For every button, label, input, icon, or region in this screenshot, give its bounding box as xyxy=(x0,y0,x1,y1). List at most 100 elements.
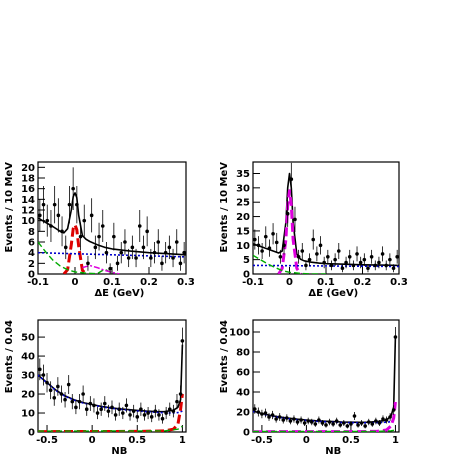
data-point xyxy=(49,224,53,228)
x-tick-label: 1 xyxy=(179,435,186,446)
x-tick-label: 0 xyxy=(89,435,96,446)
data-point xyxy=(342,421,346,425)
data-point xyxy=(142,413,147,417)
data-point xyxy=(106,409,111,413)
y-tick-label: 30 xyxy=(21,371,35,382)
data-point xyxy=(135,415,140,419)
data-point xyxy=(124,403,129,408)
x-tick-label: 0.2 xyxy=(140,277,158,288)
data-point xyxy=(104,250,109,255)
data-point xyxy=(256,243,261,248)
data-point xyxy=(349,422,353,426)
x-tick-label: 0.1 xyxy=(103,277,121,288)
data-point xyxy=(260,412,264,416)
data-point xyxy=(157,413,161,417)
x-tick-label: -0.1 xyxy=(27,277,49,288)
data-point xyxy=(102,401,107,406)
data-point xyxy=(78,234,83,239)
y-tick-label: 14 xyxy=(21,195,35,206)
data-point xyxy=(300,249,305,253)
data-point xyxy=(282,243,286,248)
data-point xyxy=(45,218,50,223)
data-point xyxy=(75,202,79,207)
x-tick-label: 0.2 xyxy=(354,277,372,288)
data-point xyxy=(295,420,300,424)
data-point xyxy=(358,260,363,265)
data-point xyxy=(175,399,179,404)
plot-frame xyxy=(37,319,187,433)
data-point xyxy=(63,397,67,402)
y-tick-label: 2 xyxy=(28,259,35,270)
fit-curve-signal xyxy=(62,223,88,274)
data-point xyxy=(63,245,68,250)
data-point xyxy=(331,422,335,426)
data-point xyxy=(277,415,282,419)
data-point xyxy=(52,202,57,207)
data-point xyxy=(270,413,275,417)
x-axis-label: ΔE (GeV) xyxy=(94,288,144,299)
data-point xyxy=(167,245,172,250)
fit-curve-dashed xyxy=(253,254,327,274)
y-tick-label: 30 xyxy=(236,183,250,194)
data-point xyxy=(99,407,103,412)
data-point xyxy=(134,256,138,260)
data-point xyxy=(299,418,303,422)
data-point xyxy=(388,257,392,262)
fit-curve-dotted xyxy=(38,251,186,258)
data-point xyxy=(86,261,90,266)
data-point xyxy=(289,177,294,182)
data-point xyxy=(160,261,164,266)
data-point xyxy=(263,234,268,239)
data-point xyxy=(256,410,261,414)
y-axis-label: Events / 10 MeV xyxy=(4,162,15,253)
data-point xyxy=(89,213,94,218)
plot-frame xyxy=(252,161,400,275)
data-point xyxy=(171,256,175,260)
x-tick-label: 0 xyxy=(286,277,293,288)
data-point xyxy=(71,186,75,191)
fit-curve-dotted xyxy=(38,374,183,414)
data-point xyxy=(373,263,378,268)
data-points xyxy=(252,327,398,429)
data-point xyxy=(393,335,398,339)
x-tick-label: 0.3 xyxy=(177,277,195,288)
fit-curves xyxy=(38,192,186,274)
data-point xyxy=(326,254,330,259)
data-point xyxy=(271,231,275,236)
data-point xyxy=(311,237,316,242)
data-point xyxy=(110,405,114,410)
data-point xyxy=(60,229,64,234)
data-point xyxy=(338,423,343,427)
data-point xyxy=(121,411,125,415)
y-tick-label: 10 xyxy=(21,216,35,227)
x-tick-label: 1 xyxy=(392,435,399,446)
y-tick-label: 25 xyxy=(236,198,250,209)
data-point xyxy=(41,202,46,207)
data-point xyxy=(334,419,339,423)
data-point xyxy=(97,234,101,239)
data-point xyxy=(274,240,279,245)
data-point xyxy=(137,224,142,228)
y-tick-label: 5 xyxy=(243,255,250,266)
fit-curve-dashed xyxy=(253,429,396,432)
data-point xyxy=(274,417,278,421)
y-tick-label: 0 xyxy=(28,428,35,439)
data-point xyxy=(59,392,64,396)
data-point xyxy=(139,407,143,412)
data-point xyxy=(381,417,385,421)
y-axis-label: Events / 10 MeV xyxy=(219,162,230,253)
data-point xyxy=(149,415,154,419)
y-axis-label: Events / 0.04 xyxy=(219,320,230,393)
data-point xyxy=(178,261,183,266)
x-tick-label: 0.5 xyxy=(128,435,146,446)
x-tick-label: -0.1 xyxy=(242,277,264,288)
data-point xyxy=(41,373,46,377)
data-point xyxy=(345,424,350,428)
data-point xyxy=(329,263,334,268)
y-tick-label: 0 xyxy=(243,428,250,439)
fit-curve-total xyxy=(38,344,184,413)
data-point xyxy=(388,415,392,419)
data-point xyxy=(366,420,371,424)
